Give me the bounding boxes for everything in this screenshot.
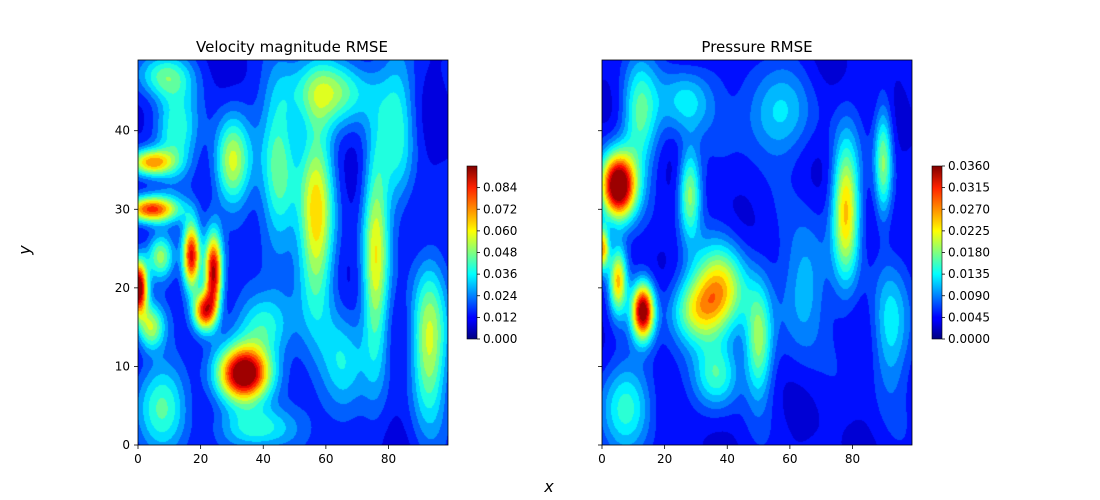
- colorbar-tick-label: 0.0090: [948, 289, 990, 303]
- colorbar-tick-label: 0.0315: [948, 181, 990, 195]
- colorbar-tick-label: 0.0045: [948, 310, 990, 324]
- chart-title: Velocity magnitude RMSE: [196, 38, 388, 56]
- chart-title: Pressure RMSE: [701, 38, 812, 56]
- x-tick-label: 0: [134, 452, 142, 466]
- plot-frame: [601, 59, 913, 446]
- x-tick-label: 20: [193, 452, 208, 466]
- colorbar-tick-label: 0.072: [483, 202, 517, 216]
- colorbar-tick-label: 0.0225: [948, 224, 990, 238]
- x-tick-label: 40: [256, 452, 271, 466]
- colorbar-tick-label: 0.0180: [948, 246, 990, 260]
- plot-frame: [137, 59, 449, 446]
- panel-velocity: Velocity magnitude RMSE 0 20 40 60 80 0 10 20 3…: [115, 38, 518, 466]
- colorbar-tick-label: 0.036: [483, 267, 517, 281]
- colorbar-tick-label: 0.0360: [948, 159, 990, 173]
- colorbar-tick-label: 0.012: [483, 310, 517, 324]
- y-tick-label: 30: [115, 202, 130, 216]
- x-axis-label: x: [543, 477, 554, 496]
- x-tick-label: 40: [720, 452, 735, 466]
- colorbar-ticks: 0.0000 0.0045 0.0090 0.0135 0.0180 0.0225 0.02…: [942, 159, 990, 346]
- colorbar-tick-label: 0.000: [483, 332, 517, 346]
- y-tick-label: 10: [115, 359, 130, 373]
- x-axis: 0 20 40 60 80: [598, 445, 860, 466]
- colorbar-tick-label: 0.060: [483, 224, 517, 238]
- colorbar: [931, 165, 943, 340]
- y-tick-label: 20: [115, 281, 130, 295]
- heatmap-area: [138, 60, 448, 445]
- x-axis: 0 20 40 60 80: [134, 445, 396, 466]
- heatmap-area: [602, 60, 912, 445]
- x-tick-label: 20: [657, 452, 672, 466]
- y-axis-label: y: [15, 245, 34, 256]
- colorbar-tick-label: 0.084: [483, 181, 517, 195]
- colorbar-tick-label: 0.048: [483, 246, 517, 260]
- x-tick-label: 80: [381, 452, 396, 466]
- colorbar-tick-label: 0.0270: [948, 202, 990, 216]
- x-tick-label: 0: [598, 452, 606, 466]
- y-axis: [598, 130, 602, 446]
- colorbar: [466, 165, 478, 340]
- colorbar-ticks: 0.000 0.012 0.024 0.036 0.048 0.060 0.072 0.084: [477, 181, 517, 346]
- y-tick-label: 0: [122, 438, 130, 452]
- x-tick-label: 60: [318, 452, 333, 466]
- y-axis: 0 10 20 30 40: [115, 124, 138, 452]
- colorbar-tick-label: 0.0135: [948, 267, 990, 281]
- y-tick-label: 40: [115, 124, 130, 138]
- x-tick-label: 80: [845, 452, 860, 466]
- panel-pressure: Pressure RMSE 0 20 40 60 80 0.00000.00450.00…: [598, 38, 990, 466]
- x-tick-label: 60: [782, 452, 797, 466]
- colorbar-tick-label: 0.0000: [948, 332, 990, 346]
- colorbar-tick-label: 0.024: [483, 289, 517, 303]
